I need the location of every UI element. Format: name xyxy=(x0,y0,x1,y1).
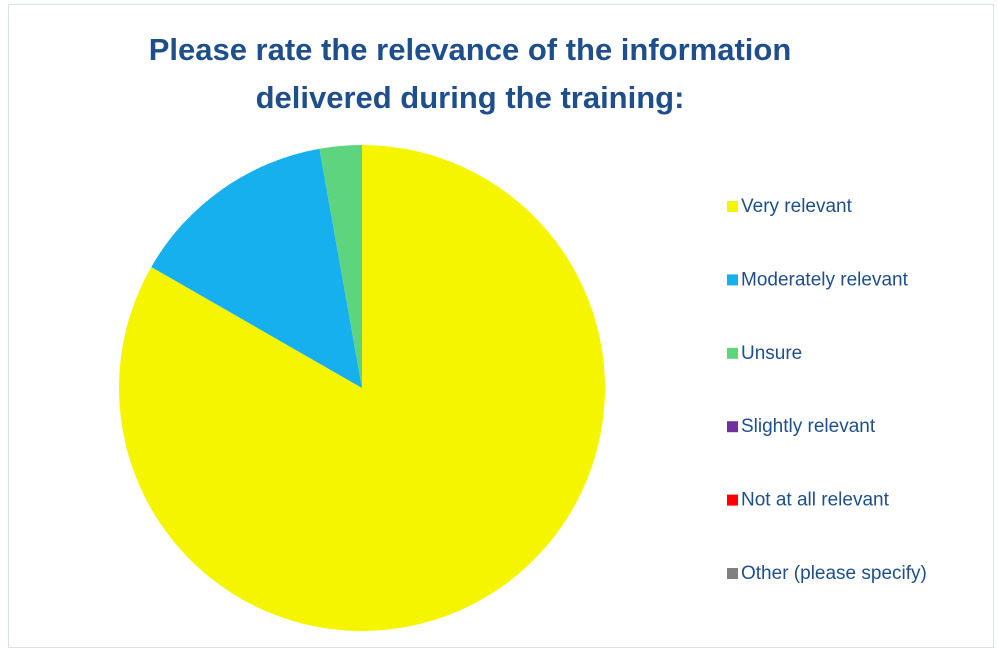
legend-label: Slightly relevant xyxy=(741,416,876,437)
legend-label: Very relevant xyxy=(741,196,853,217)
legend-swatch xyxy=(727,347,738,359)
legend-swatch xyxy=(727,201,738,212)
pie-slice xyxy=(319,145,362,388)
chart-title: Please rate the relevance of the informa… xyxy=(148,32,792,115)
legend-label: Unsure xyxy=(741,343,802,364)
chart-frame xyxy=(8,4,994,648)
legend-label: Other (please specify) xyxy=(741,563,927,584)
pie-slice xyxy=(118,145,605,631)
legend-swatch xyxy=(727,568,738,579)
legend-swatch xyxy=(727,494,738,506)
legend-swatch xyxy=(727,421,738,433)
legend-swatch xyxy=(727,274,738,286)
legend-label: Not at all relevant xyxy=(741,490,890,511)
legend-label: Moderately relevant xyxy=(741,269,909,290)
pie-slice xyxy=(151,148,362,388)
